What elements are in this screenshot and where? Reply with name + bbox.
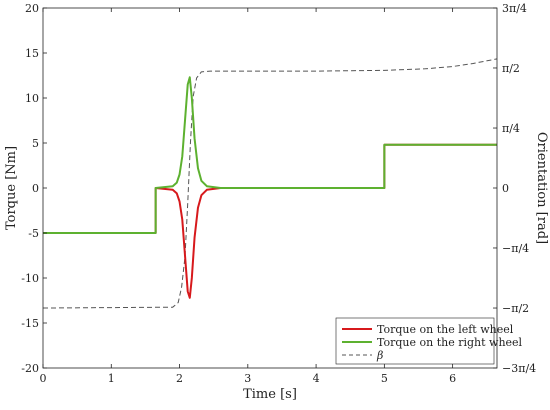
x-tick-label: 6 — [449, 372, 456, 385]
y-tick-label: 10 — [25, 92, 39, 105]
series-layer — [42, 58, 498, 309]
y-tick-label: -5 — [28, 227, 39, 240]
legend-label-beta: β — [376, 349, 383, 362]
x-tick-label: 5 — [381, 372, 388, 385]
y-tick-label: -10 — [21, 272, 39, 285]
y-tick-label: -15 — [21, 317, 39, 330]
y2-tick-label: π/4 — [502, 122, 520, 135]
legend: Torque on the left wheel Torque on the r… — [335, 317, 523, 365]
y-tick-label: 5 — [32, 137, 39, 150]
y2-tick-label: π/2 — [502, 62, 520, 75]
legend-label-right-wheel: Torque on the right wheel — [377, 336, 523, 349]
ticks-layer: 0 1 2 3 4 5 6 -20 -15 -10 -5 0 5 10 15 20 3π/4 π/2 π/4 0 −π/… — [21, 2, 536, 385]
series-line-2 — [42, 58, 498, 309]
y2-tick-label: −π/2 — [502, 302, 529, 315]
series-line-1 — [43, 76, 497, 234]
x-tick-label: 2 — [176, 372, 183, 385]
x-axis-label: Time [s] — [243, 387, 297, 402]
x-tick-label: 4 — [313, 372, 320, 385]
legend-label-left-wheel: Torque on the left wheel — [377, 323, 514, 336]
x-tick-label: 0 — [40, 372, 47, 385]
x-tick-label: 3 — [244, 372, 251, 385]
y-tick-label: 0 — [32, 182, 39, 195]
y2-tick-label: −π/4 — [502, 242, 529, 255]
y-tick-label: 20 — [25, 2, 39, 15]
y2-tick-label: 3π/4 — [502, 2, 527, 15]
x-tick-label: 1 — [108, 372, 115, 385]
y2-axis-label: Orientation [rad] — [534, 132, 549, 244]
y-axis-label: Torque [Nm] — [4, 146, 19, 230]
y2-tick-label: −3π/4 — [502, 362, 536, 375]
y-tick-label: -20 — [21, 362, 39, 375]
y2-tick-label: 0 — [502, 182, 509, 195]
y-tick-label: 15 — [25, 47, 39, 60]
